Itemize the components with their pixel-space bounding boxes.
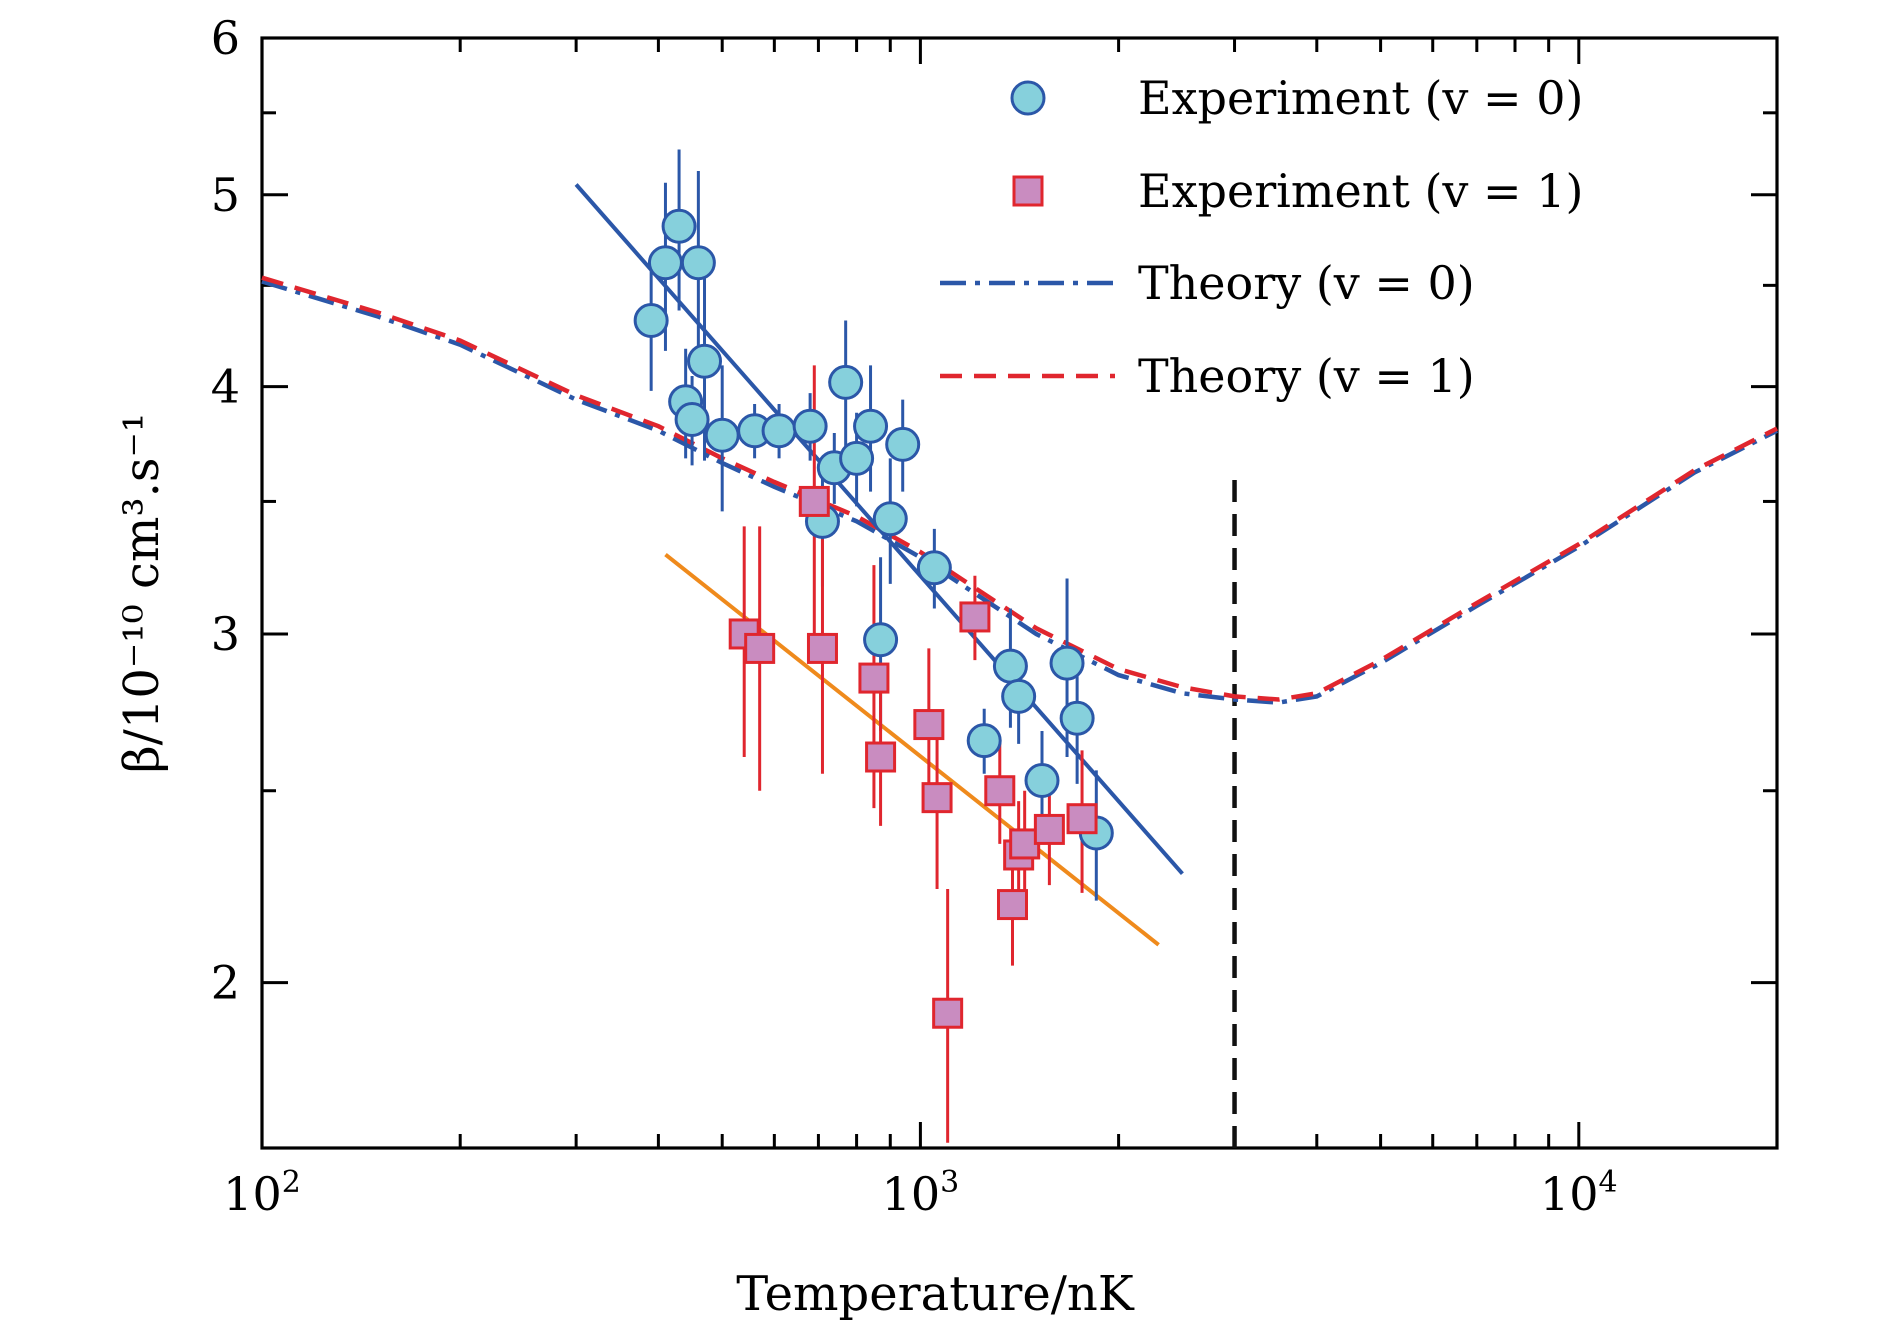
x-tick-label: 102 [223, 1165, 301, 1221]
data-point-v1 [865, 741, 897, 773]
x-axis-title: Temperature/nK [736, 1266, 1135, 1322]
data-point-v1 [913, 709, 945, 741]
data-point-v0 [661, 208, 697, 244]
x-tick-label: 103 [882, 1165, 960, 1221]
data-point-v0 [633, 302, 669, 338]
data-point-v0 [863, 622, 899, 658]
legend-label: Theory (v = 0) [1138, 256, 1475, 310]
data-point-v0 [680, 245, 716, 281]
data-point-v0 [792, 408, 828, 444]
data-point-v0 [1024, 762, 1060, 798]
data-point-v0 [853, 408, 889, 444]
data-point-v1 [858, 662, 890, 694]
data-point-v1 [996, 889, 1028, 921]
x-tick-labels: 102 103 104 [223, 1165, 1617, 1221]
y-tick-label: 4 [211, 360, 240, 414]
data-point-v0 [1001, 678, 1037, 714]
data-point-v1 [798, 485, 830, 517]
legend-label: Theory (v = 1) [1138, 349, 1475, 403]
y-tick-label: 2 [211, 956, 240, 1010]
data-point-v0 [687, 343, 723, 379]
data-point-v1 [959, 601, 991, 633]
data-point-v0 [674, 401, 710, 437]
data-point-v1 [932, 997, 964, 1029]
data-point-v0 [885, 426, 921, 462]
y-tick-label: 6 [211, 11, 240, 65]
data-point-v1 [984, 775, 1016, 807]
y-tick-label: 3 [211, 607, 240, 661]
data-point-v0 [1049, 645, 1085, 681]
legend-label: Experiment (v = 0) [1138, 71, 1583, 125]
data-point-v0 [872, 501, 908, 537]
legend-label: Experiment (v = 1) [1138, 164, 1583, 218]
y-axis-title: β/10⁻¹⁰ cm³.s⁻¹ [114, 413, 170, 773]
data-point-v1 [806, 632, 838, 664]
marker-group [633, 208, 1114, 1029]
data-point-v1 [921, 782, 953, 814]
axis-ticks [260, 36, 1777, 1148]
plot-frame [260, 36, 1779, 1150]
legend-marker [1010, 80, 1046, 116]
data-point-v0 [839, 440, 875, 476]
data-point-v0 [1059, 700, 1095, 736]
data-point-v0 [647, 245, 683, 281]
data-point-v0 [916, 550, 952, 586]
legend-marker [1012, 175, 1044, 207]
data-point-v1 [1033, 813, 1065, 845]
series-line-2 [261, 279, 1779, 705]
data-point-v0 [992, 648, 1028, 684]
data-point-v0 [966, 723, 1002, 759]
legend: Experiment (v = 0) Experiment (v = 1) Theo… [940, 71, 1583, 403]
data-point-v1 [1066, 803, 1098, 835]
data-point-v0 [828, 364, 864, 400]
x-tick-label: 104 [1540, 1165, 1618, 1221]
y-tick-labels: 2 3 4 5 6 [211, 11, 240, 1010]
series-line-3 [261, 275, 1779, 702]
data-point-v0 [761, 413, 797, 449]
fit-line-v1 [664, 553, 1160, 947]
data-point-v0 [704, 417, 740, 453]
y-tick-label: 5 [211, 168, 240, 222]
data-point-v1 [744, 632, 776, 664]
